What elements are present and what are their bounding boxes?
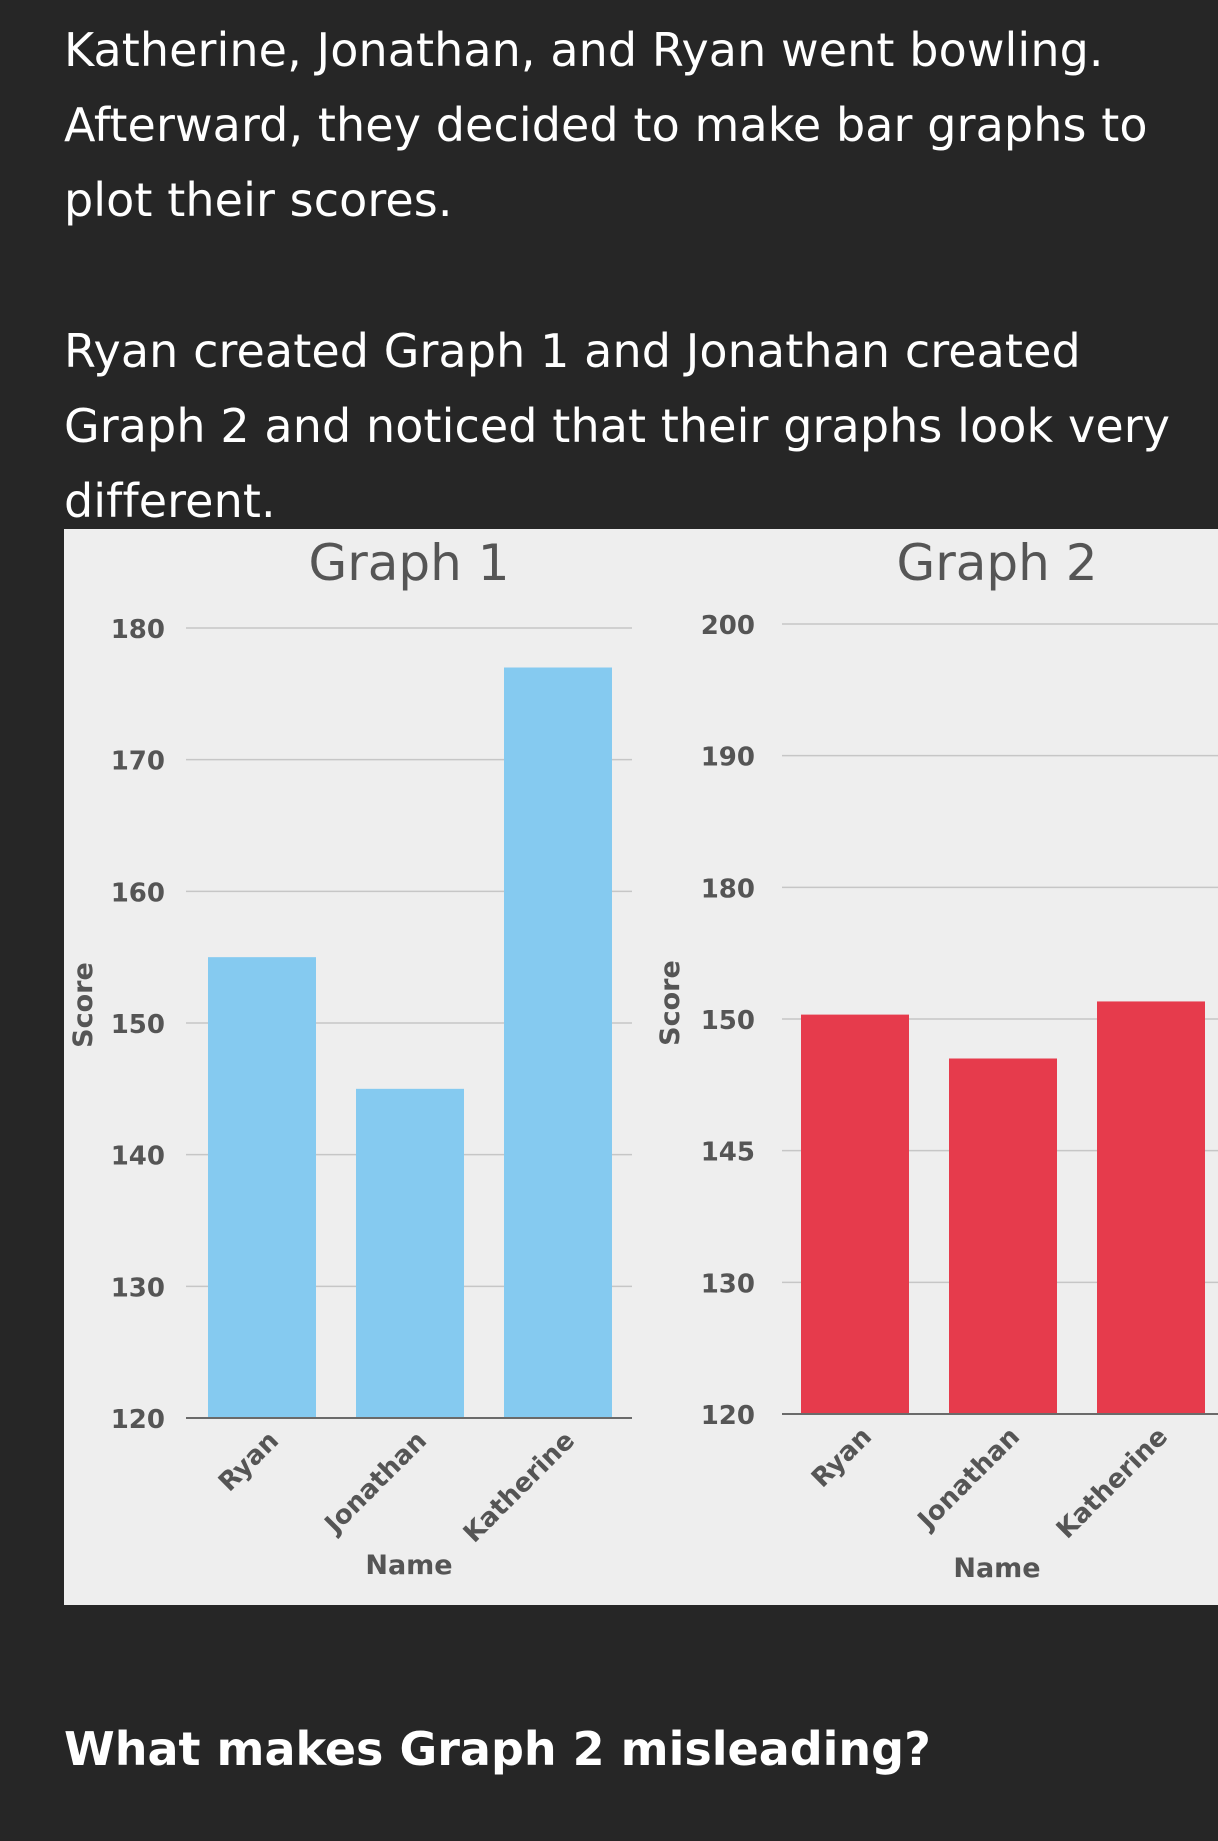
graph2-y-tick-label: 150 (701, 1006, 755, 1036)
graph2-y-tick-label: 130 (701, 1269, 755, 1299)
graph1-y-tick-label: 180 (111, 615, 165, 645)
graph1-title: Graph 1 (308, 534, 509, 592)
graph2-bar-ryan (801, 1014, 909, 1414)
graph1-x-tick-label: Jonathan (318, 1426, 433, 1541)
intro-paragraph-1: Katherine, Jonathan, and Ryan went bowli… (64, 23, 1148, 227)
graph2-y-tick-label: 180 (701, 874, 755, 904)
graph1-bar-katherine (504, 667, 612, 1418)
graph2-bar-jonathan (949, 1058, 1057, 1414)
graph1-y-tick-label: 140 (111, 1142, 165, 1172)
graph2-x-tick-label: Jonathan (911, 1422, 1026, 1537)
intro-paragraph-2: Ryan created Graph 1 and Jonathan create… (64, 324, 1171, 528)
graph2-y-tick-label: 200 (701, 611, 755, 641)
question-text: What makes Graph 2 misleading? (64, 1722, 931, 1776)
graph2-y-axis-label: Score (655, 960, 686, 1046)
graph1-y-tick-label: 130 (111, 1273, 165, 1303)
graph2-x-tick-label: Ryan (806, 1422, 878, 1494)
graph2-title: Graph 2 (896, 534, 1097, 592)
graph1-x-tick-label: Katherine (458, 1426, 581, 1549)
graph1-bar-ryan (208, 957, 316, 1418)
graph1-y-axis-label: Score (68, 962, 99, 1048)
bar-graphs-figure: 120 130 140 150 160 170 180 Ryan Jonathan Katheri… (64, 529, 1218, 1605)
graph1-y-tick-label: 160 (111, 878, 165, 908)
graph1-bar-jonathan (356, 1088, 464, 1418)
graph1-y-tick-label: 150 (111, 1010, 165, 1040)
graph1-x-tick-label: Ryan (213, 1426, 285, 1498)
graph2-y-tick-label: 145 (701, 1138, 755, 1168)
graph1-x-axis-label: Name (365, 1550, 452, 1581)
graph2-bar-katherine (1097, 1001, 1205, 1414)
graph2-y-tick-label: 190 (701, 743, 755, 773)
graph1-y-tick-label: 120 (111, 1405, 165, 1435)
graph2-y-tick-label: 120 (701, 1401, 755, 1431)
graph1-y-tick-label: 170 (111, 747, 165, 777)
graph2-x-tick-label: Katherine (1051, 1422, 1174, 1545)
graph2-x-axis-label: Name (953, 1553, 1040, 1584)
